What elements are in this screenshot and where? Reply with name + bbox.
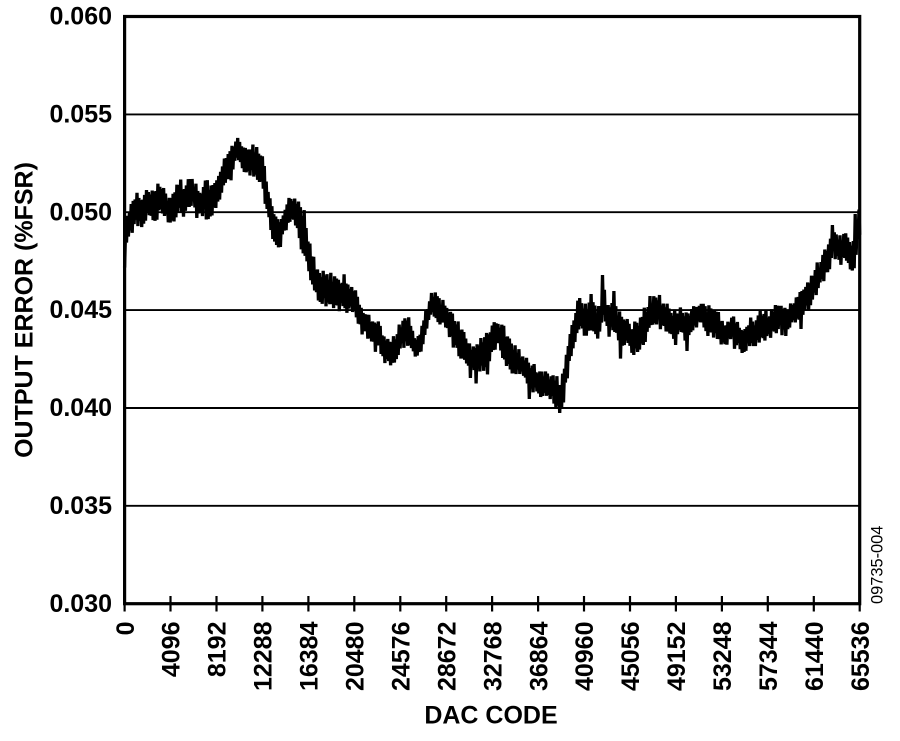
svg-text:0.045: 0.045 xyxy=(49,296,112,324)
svg-text:09735-004: 09735-004 xyxy=(869,526,887,604)
svg-text:0.060: 0.060 xyxy=(49,3,112,31)
svg-text:24576: 24576 xyxy=(388,622,416,692)
svg-text:0: 0 xyxy=(112,622,140,636)
svg-text:32768: 32768 xyxy=(479,621,507,691)
svg-text:45056: 45056 xyxy=(617,622,645,692)
svg-text:20480: 20480 xyxy=(342,622,370,692)
svg-text:8192: 8192 xyxy=(204,622,232,678)
svg-text:28672: 28672 xyxy=(433,622,461,692)
svg-text:65536: 65536 xyxy=(847,622,875,692)
svg-text:49152: 49152 xyxy=(663,622,691,692)
svg-text:0.030: 0.030 xyxy=(49,590,112,618)
svg-text:0.050: 0.050 xyxy=(49,198,112,226)
svg-text:57344: 57344 xyxy=(755,621,783,691)
svg-text:36864: 36864 xyxy=(525,621,553,691)
svg-text:4096: 4096 xyxy=(158,622,186,678)
svg-text:53248: 53248 xyxy=(709,621,737,691)
svg-text:12288: 12288 xyxy=(250,621,278,691)
svg-text:0.040: 0.040 xyxy=(49,394,112,422)
svg-text:40960: 40960 xyxy=(571,622,599,692)
svg-text:OUTPUT ERROR (%FSR): OUTPUT ERROR (%FSR) xyxy=(11,162,39,458)
svg-text:61440: 61440 xyxy=(801,622,829,692)
svg-text:0.035: 0.035 xyxy=(49,492,112,520)
svg-text:DAC CODE: DAC CODE xyxy=(424,702,557,730)
svg-text:16384: 16384 xyxy=(296,621,324,691)
svg-text:0.055: 0.055 xyxy=(49,101,112,129)
